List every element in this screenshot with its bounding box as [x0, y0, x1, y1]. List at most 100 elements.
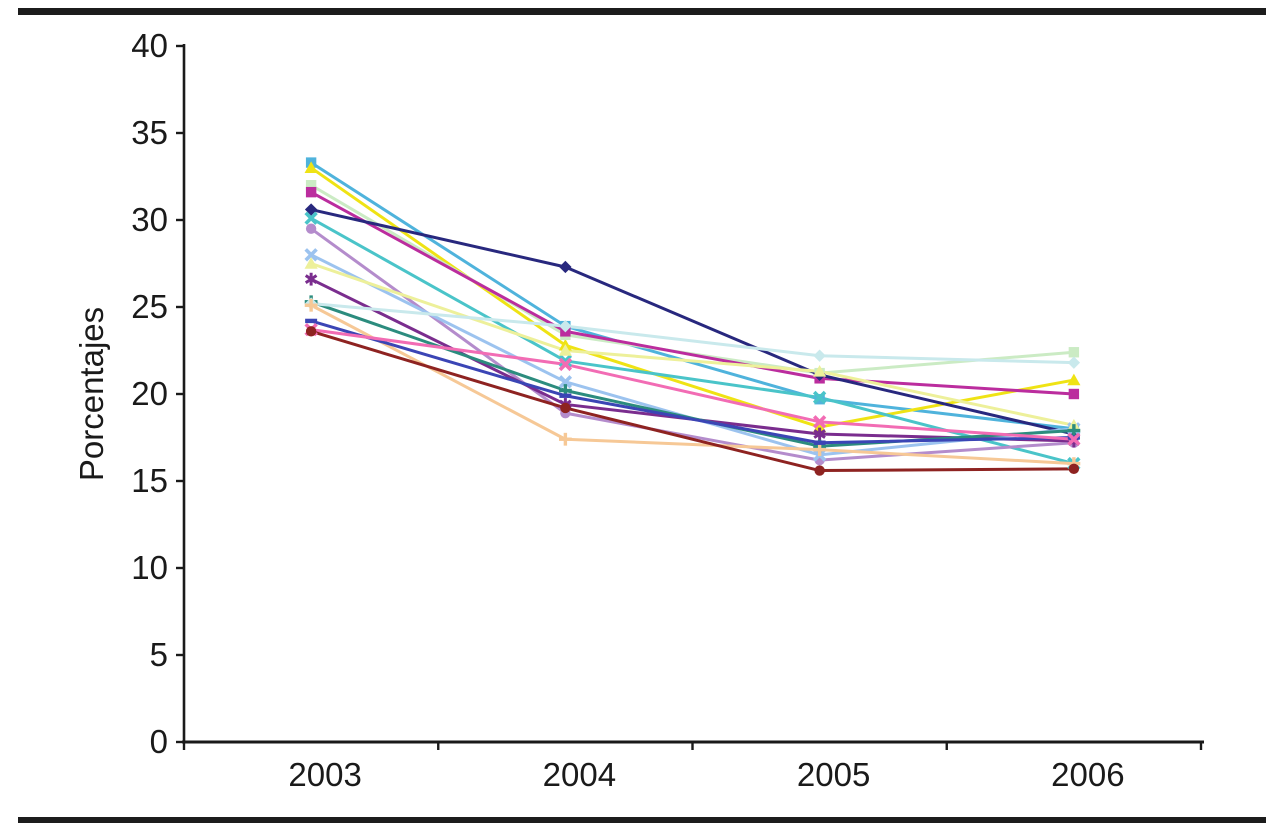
y-tick-label: 15	[131, 462, 168, 499]
marker-shape	[1067, 373, 1081, 386]
data-point-pale-yellow-triangle	[304, 257, 318, 269]
data-point-purple-asterisk	[304, 272, 318, 286]
marker-shape	[813, 364, 827, 377]
data-point-pale-green-square	[1068, 347, 1080, 358]
data-point-light-blue-x	[304, 248, 318, 262]
marker-stroke	[813, 429, 826, 439]
marker-shape	[558, 344, 572, 356]
marker-shape	[305, 223, 317, 234]
marker-stroke	[812, 415, 827, 429]
data-point-navy-diamond	[559, 260, 572, 274]
marker-stroke	[304, 274, 318, 285]
y-tick-label: 35	[131, 114, 168, 151]
data-point-turquoise-x	[304, 211, 318, 225]
data-point-pale-cyan-diamond	[559, 319, 572, 333]
data-point-royal-blue-dash	[813, 440, 826, 445]
data-point-magenta-square	[305, 186, 317, 198]
marker-shape	[814, 465, 825, 476]
top-rule	[18, 8, 1266, 15]
marker-shape	[1068, 347, 1080, 358]
y-tick-label: 5	[150, 636, 168, 673]
data-point-magenta-square	[1068, 388, 1080, 400]
y-tick-label: 30	[131, 201, 168, 238]
bottom-rule	[18, 817, 1266, 823]
data-point-pale-green-square	[305, 180, 317, 191]
marker-shape	[304, 203, 318, 216]
data-point-maroon-circle	[814, 465, 825, 476]
series-line-royal-blue-dash	[309, 319, 1076, 445]
data-point-purple-asterisk	[813, 427, 826, 441]
marker-shape	[813, 349, 826, 362]
marker-shape	[559, 319, 572, 333]
series-line-navy-diamond	[309, 208, 1076, 436]
marker-stroke	[558, 375, 573, 389]
y-tick-label: 25	[131, 288, 168, 325]
series-line-pink-x	[309, 328, 1076, 441]
data-point-teal-plus	[1067, 424, 1081, 437]
marker-shape	[305, 180, 317, 191]
marker-shape	[305, 326, 317, 337]
marker-shape	[1067, 356, 1081, 369]
plot-area: 0 5 10 15 20 25 30 35 40 2003 2004 2005 2006	[131, 27, 1204, 793]
data-point-yellow-triangle	[304, 161, 318, 173]
data-point-royal-blue-dash	[559, 393, 572, 398]
data-point-tan-plus	[558, 432, 572, 446]
series-line-lavender-circle	[309, 227, 1076, 462]
data-point-royal-blue-dash	[305, 318, 318, 324]
data-point-tan-plus	[813, 443, 827, 457]
series-line-pale-yellow-triangle	[309, 262, 1076, 427]
data-point-turquoise-x	[558, 354, 573, 368]
marker-shape	[304, 161, 318, 173]
data-point-yellow-triangle	[813, 420, 827, 433]
data-point-light-blue-x	[558, 375, 573, 389]
marker-shape	[305, 318, 318, 324]
data-point-pale-cyan-diamond	[813, 349, 826, 362]
series-line-magenta-square	[309, 190, 1076, 396]
marker-shape	[305, 186, 317, 198]
marker-shape	[559, 393, 572, 398]
y-tick-label: 0	[150, 723, 168, 760]
data-point-tan-plus	[304, 298, 318, 312]
data-point-maroon-circle	[305, 326, 317, 337]
marker-shape	[1068, 463, 1080, 475]
marker-shape	[813, 440, 826, 445]
marker-shape	[813, 420, 827, 433]
marker-stroke	[558, 354, 573, 368]
x-tick-label: 2006	[1051, 756, 1124, 793]
data-point-yellow-triangle	[1067, 373, 1081, 386]
data-point-pink-x	[558, 357, 573, 372]
data-point-turquoise-x	[812, 390, 827, 405]
marker-shape	[304, 257, 318, 269]
marker-stroke	[812, 390, 827, 405]
y-tick-label: 10	[131, 549, 168, 586]
series-line-pale-cyan-diamond	[309, 302, 1076, 365]
marker-stroke	[304, 211, 318, 225]
data-point-pale-yellow-triangle	[558, 344, 572, 356]
x-tick-label: 2004	[543, 756, 616, 793]
marker-stroke	[1067, 432, 1081, 446]
data-point-pale-cyan-diamond	[1067, 356, 1081, 369]
x-tick-label: 2003	[288, 756, 361, 793]
data-point-pale-yellow-triangle	[813, 364, 827, 377]
data-point-pink-x	[1067, 432, 1081, 446]
data-point-navy-diamond	[304, 203, 318, 216]
marker-stroke	[304, 248, 318, 262]
data-point-lavender-circle	[305, 223, 317, 234]
y-tick-label: 20	[131, 375, 168, 412]
series-line-tan-plus	[309, 303, 1076, 466]
series-line-teal-plus	[309, 300, 1076, 448]
y-axis-title: Porcentajes	[73, 307, 110, 481]
x-tick-label: 2005	[797, 756, 870, 793]
series-line-sky-blue-square	[309, 161, 1076, 431]
marker-stroke	[558, 357, 573, 372]
marker-shape	[1068, 388, 1080, 400]
marker-shape	[560, 402, 571, 414]
data-point-pink-x	[812, 415, 827, 429]
series-line-maroon-circle	[309, 329, 1076, 473]
y-tick-label: 40	[131, 27, 168, 64]
data-point-maroon-circle	[560, 402, 571, 414]
data-point-maroon-circle	[1068, 463, 1080, 475]
marker-shape	[559, 260, 572, 274]
